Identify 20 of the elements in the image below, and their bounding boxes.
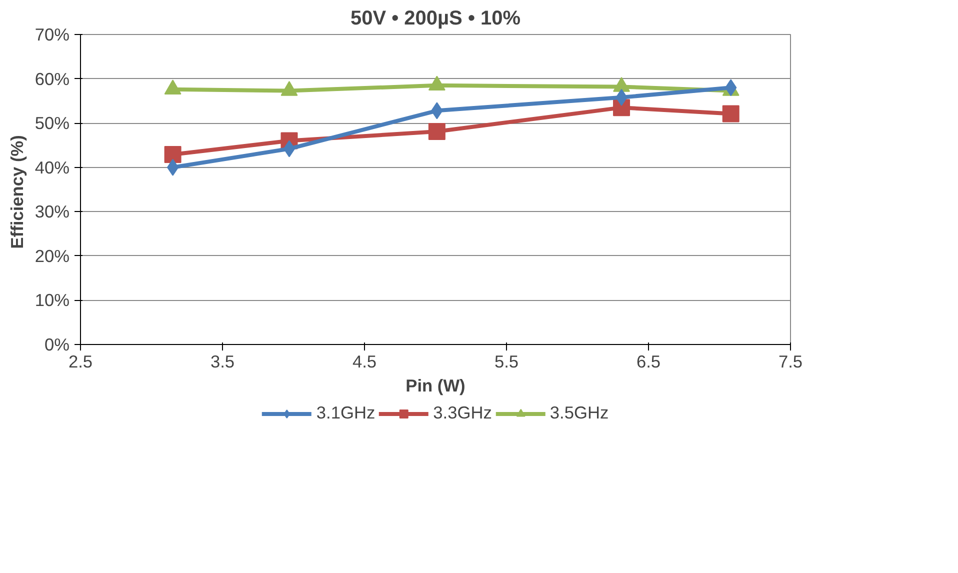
legend-label: 3.1GHz (316, 402, 376, 424)
y-tick-label: 20% (34, 246, 70, 266)
x-tick-label: 3.5 (210, 352, 235, 372)
x-tick-label: 5.5 (494, 352, 519, 372)
y-axis-title: Efficiency (%) (6, 135, 27, 249)
legend-label: 3.5GHz (550, 402, 609, 424)
x-tick-label: 2.5 (68, 352, 93, 372)
x-tick-label: 6.5 (636, 352, 661, 372)
y-tick-label: 30% (34, 202, 70, 222)
x-axis-title: Pin (W) (406, 376, 466, 396)
y-tick-label: 40% (34, 157, 70, 178)
y-tick-label: 50% (34, 113, 70, 134)
x-tick-label: 7.5 (778, 352, 803, 372)
y-tick-label: 60% (34, 68, 70, 89)
y-tick-label: 0% (44, 334, 70, 354)
y-tick-label: 70% (34, 24, 70, 44)
chart-subtitle: 50V • 200µS • 10% (350, 8, 521, 30)
y-tick-label: 10% (34, 290, 70, 310)
legend-label: 3.3GHz (433, 402, 492, 424)
x-tick-label: 4.5 (352, 352, 377, 372)
